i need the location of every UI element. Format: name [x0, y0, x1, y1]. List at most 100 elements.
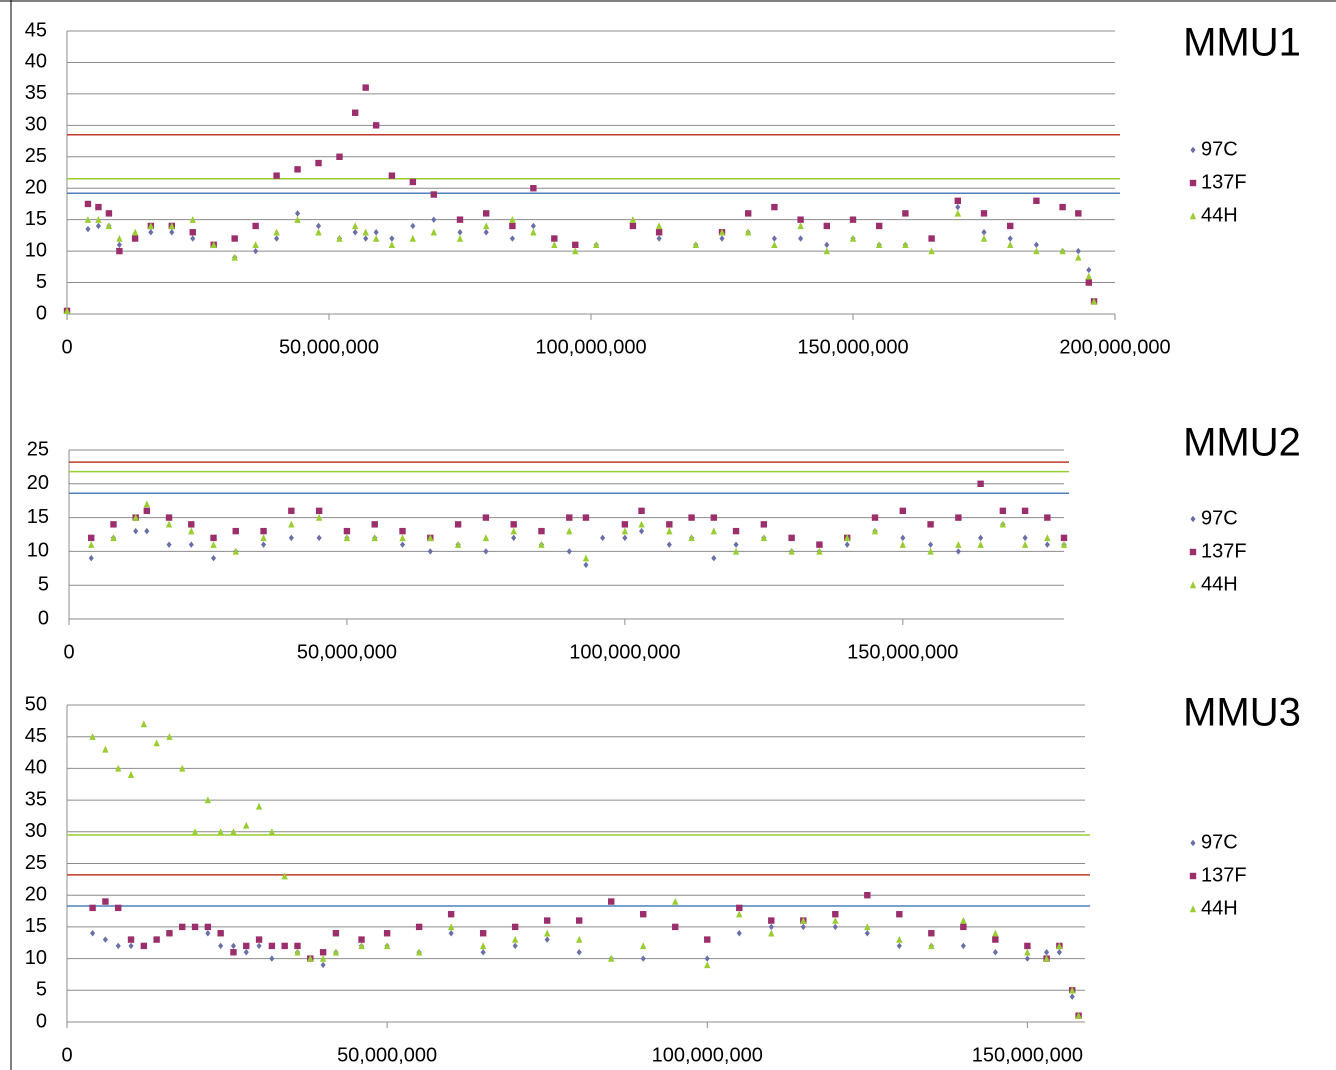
marker [273, 172, 280, 179]
marker [629, 215, 637, 223]
marker [511, 935, 519, 943]
marker [899, 540, 906, 548]
y-tick-label: 15 [25, 208, 47, 230]
marker [510, 521, 517, 528]
marker [116, 247, 123, 255]
marker [110, 534, 117, 542]
marker [538, 527, 545, 535]
marker [294, 166, 301, 173]
marker [373, 229, 379, 236]
marker [1189, 179, 1197, 187]
marker [288, 507, 295, 515]
marker [711, 554, 717, 562]
marker [110, 521, 117, 528]
marker [128, 942, 134, 950]
marker [656, 235, 662, 242]
y-tick-label: 0 [38, 607, 49, 629]
marker [871, 514, 879, 521]
marker [823, 247, 830, 255]
marker [981, 229, 987, 236]
marker [899, 507, 906, 515]
marker [105, 210, 113, 217]
marker [1022, 534, 1028, 542]
marker [352, 109, 359, 116]
y-tick-label: 5 [36, 271, 47, 293]
marker [672, 897, 679, 905]
marker [621, 521, 629, 528]
marker [343, 534, 351, 542]
marker [90, 930, 96, 937]
y-tick-label: 5 [36, 979, 47, 1001]
marker [800, 923, 806, 931]
marker [320, 961, 326, 969]
marker [509, 235, 515, 242]
marker [88, 554, 94, 562]
marker [980, 210, 988, 217]
marker [511, 923, 519, 931]
marker [362, 228, 369, 236]
marker [191, 828, 199, 835]
y-tick-label: 45 [25, 725, 47, 747]
y-tick-label: 20 [27, 472, 49, 494]
marker [232, 547, 239, 555]
marker [84, 215, 92, 223]
marker [319, 949, 327, 956]
marker [372, 234, 380, 242]
marker [168, 222, 175, 230]
marker [864, 930, 870, 937]
marker [336, 234, 343, 242]
marker [1060, 534, 1068, 542]
marker [576, 935, 583, 943]
legend-label: 97C [1201, 831, 1238, 853]
marker [771, 203, 778, 211]
marker [179, 764, 186, 772]
marker [1007, 241, 1014, 249]
marker [832, 923, 838, 931]
marker [274, 235, 280, 242]
x-tick-label: 200,000,000 [1059, 336, 1170, 358]
marker [144, 527, 150, 535]
marker [732, 527, 740, 535]
marker [1075, 247, 1081, 255]
marker [576, 949, 582, 956]
marker [268, 942, 276, 950]
marker [88, 534, 95, 542]
marker [116, 234, 123, 242]
marker [1024, 955, 1030, 962]
marker [608, 898, 615, 905]
marker [89, 733, 96, 740]
marker [131, 235, 139, 242]
marker [600, 534, 606, 542]
marker [896, 935, 903, 943]
marker [190, 235, 196, 242]
marker [566, 527, 573, 535]
marker [448, 930, 454, 937]
marker [999, 507, 1007, 515]
marker [1033, 197, 1040, 204]
marker [116, 241, 122, 249]
marker [399, 541, 406, 548]
marker [232, 527, 239, 535]
y-tick-label: 25 [25, 145, 47, 167]
marker [388, 241, 396, 249]
marker [1060, 540, 1068, 548]
marker [315, 507, 323, 515]
x-tick-label: 0 [63, 641, 74, 663]
marker [977, 480, 984, 487]
marker [718, 228, 726, 236]
y-tick-label: 20 [25, 883, 47, 905]
marker [315, 222, 322, 230]
marker [928, 247, 935, 255]
marker [316, 534, 322, 542]
marker [530, 222, 536, 230]
marker [383, 942, 391, 950]
marker [954, 209, 961, 217]
marker [169, 229, 175, 236]
marker [710, 514, 718, 521]
marker [188, 541, 194, 548]
marker [132, 513, 139, 521]
marker [1189, 581, 1197, 589]
y-tick-label: 0 [36, 302, 47, 324]
marker [666, 521, 673, 528]
marker [102, 936, 108, 943]
